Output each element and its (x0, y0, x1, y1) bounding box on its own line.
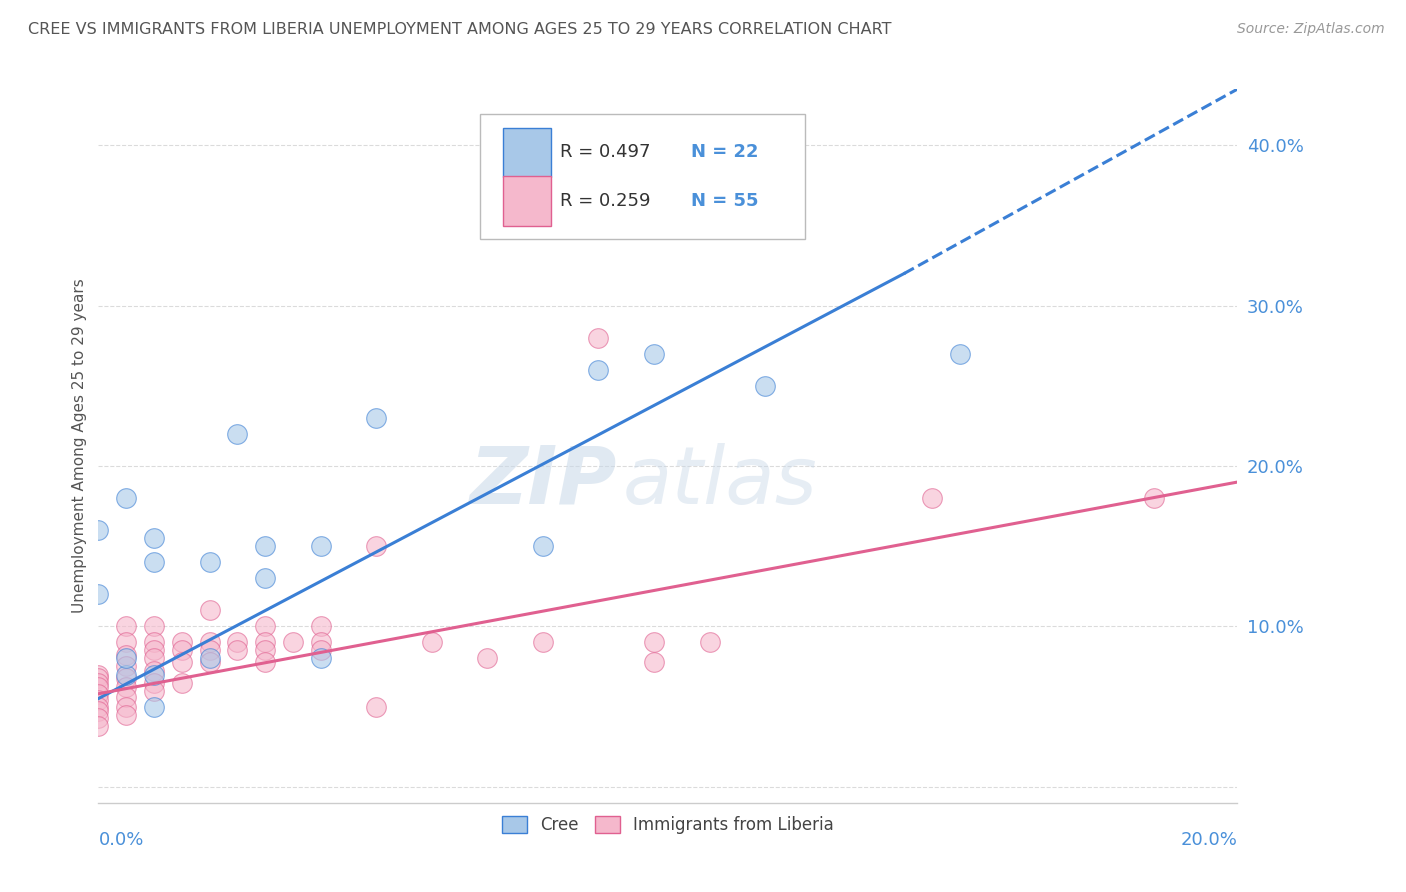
Point (87, 675, 110, 690)
Point (198, 651, 221, 665)
Point (309, 619, 332, 633)
Text: N = 22: N = 22 (690, 144, 758, 161)
Text: 20.0%: 20.0% (1181, 831, 1237, 849)
Point (143, 699, 166, 714)
Point (588, 331, 610, 345)
Point (643, 655, 665, 669)
Point (115, 707, 138, 722)
Text: Source: ZipAtlas.com: Source: ZipAtlas.com (1237, 22, 1385, 37)
Point (226, 635, 249, 649)
Point (87, 667, 110, 681)
Point (531, 539, 554, 553)
Point (115, 651, 138, 665)
Point (254, 655, 277, 669)
Point (143, 531, 166, 545)
Point (643, 635, 665, 649)
Point (226, 427, 249, 442)
Point (170, 675, 193, 690)
Text: 0.0%: 0.0% (98, 831, 143, 849)
Point (87, 523, 110, 537)
Point (254, 619, 277, 633)
Point (170, 643, 193, 657)
Point (143, 555, 166, 569)
Point (198, 655, 221, 669)
Point (115, 659, 138, 673)
Text: N = 55: N = 55 (690, 192, 758, 210)
Point (699, 635, 721, 649)
Point (115, 671, 138, 685)
Point (198, 643, 221, 657)
Point (198, 603, 221, 617)
Point (115, 619, 138, 633)
FancyBboxPatch shape (503, 177, 551, 226)
Point (309, 635, 332, 649)
Point (366, 699, 388, 714)
Point (254, 643, 277, 657)
Point (87, 681, 110, 695)
Point (143, 643, 166, 657)
Legend: Cree, Immigrants from Liberia: Cree, Immigrants from Liberia (495, 809, 841, 841)
Point (281, 635, 304, 649)
Point (309, 651, 332, 665)
Text: R = 0.497: R = 0.497 (560, 144, 650, 161)
Point (87, 693, 110, 707)
Point (754, 379, 776, 393)
Point (226, 643, 249, 657)
Point (115, 690, 138, 704)
Point (531, 635, 554, 649)
Point (948, 347, 970, 361)
Point (309, 539, 332, 553)
Point (87, 687, 110, 701)
Point (115, 648, 138, 663)
Point (254, 571, 277, 585)
Point (588, 363, 610, 377)
Point (143, 683, 166, 698)
Point (309, 643, 332, 657)
Point (366, 411, 388, 425)
Y-axis label: Unemployment Among Ages 25 to 29 years: Unemployment Among Ages 25 to 29 years (72, 278, 87, 614)
Point (87, 705, 110, 719)
Point (115, 681, 138, 695)
Point (143, 651, 166, 665)
Point (170, 655, 193, 669)
Point (643, 347, 665, 361)
FancyBboxPatch shape (479, 114, 804, 239)
Point (1143, 491, 1166, 505)
Point (921, 491, 943, 505)
Point (170, 635, 193, 649)
Point (87, 699, 110, 714)
Point (366, 539, 388, 553)
Point (254, 539, 277, 553)
Point (420, 635, 443, 649)
Point (143, 665, 166, 679)
Point (143, 667, 166, 681)
Point (143, 675, 166, 690)
Text: R = 0.259: R = 0.259 (560, 192, 650, 210)
Text: CREE VS IMMIGRANTS FROM LIBERIA UNEMPLOYMENT AMONG AGES 25 TO 29 YEARS CORRELATI: CREE VS IMMIGRANTS FROM LIBERIA UNEMPLOY… (28, 22, 891, 37)
Point (115, 667, 138, 681)
Point (115, 491, 138, 505)
Point (115, 699, 138, 714)
Point (115, 635, 138, 649)
Point (198, 555, 221, 569)
Point (198, 635, 221, 649)
Text: ZIP: ZIP (470, 442, 617, 521)
Point (87, 587, 110, 601)
Point (87, 671, 110, 685)
Point (87, 711, 110, 725)
Text: atlas: atlas (623, 442, 817, 521)
Point (477, 651, 499, 665)
Point (254, 635, 277, 649)
Point (143, 619, 166, 633)
Point (143, 635, 166, 649)
FancyBboxPatch shape (503, 128, 551, 177)
Point (87, 719, 110, 733)
